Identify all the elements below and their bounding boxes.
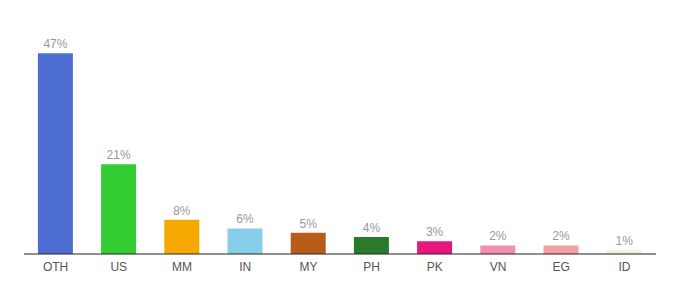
svg-text:2%: 2% <box>489 229 507 243</box>
svg-text:6%: 6% <box>236 212 254 226</box>
svg-text:VN: VN <box>490 260 507 274</box>
svg-text:EG: EG <box>553 260 570 274</box>
svg-text:5%: 5% <box>300 217 318 231</box>
svg-text:1%: 1% <box>616 234 634 248</box>
svg-text:4%: 4% <box>363 221 381 235</box>
svg-text:21%: 21% <box>107 148 131 162</box>
svg-text:8%: 8% <box>173 204 191 218</box>
svg-text:OTH: OTH <box>43 260 68 274</box>
svg-text:MM: MM <box>172 260 192 274</box>
svg-text:2%: 2% <box>552 229 570 243</box>
svg-text:ID: ID <box>618 260 630 274</box>
svg-text:PH: PH <box>363 260 380 274</box>
svg-text:MY: MY <box>299 260 317 274</box>
svg-text:3%: 3% <box>426 225 444 239</box>
svg-text:IN: IN <box>239 260 251 274</box>
svg-text:PK: PK <box>427 260 443 274</box>
svg-text:47%: 47% <box>43 37 67 51</box>
svg-text:US: US <box>110 260 127 274</box>
